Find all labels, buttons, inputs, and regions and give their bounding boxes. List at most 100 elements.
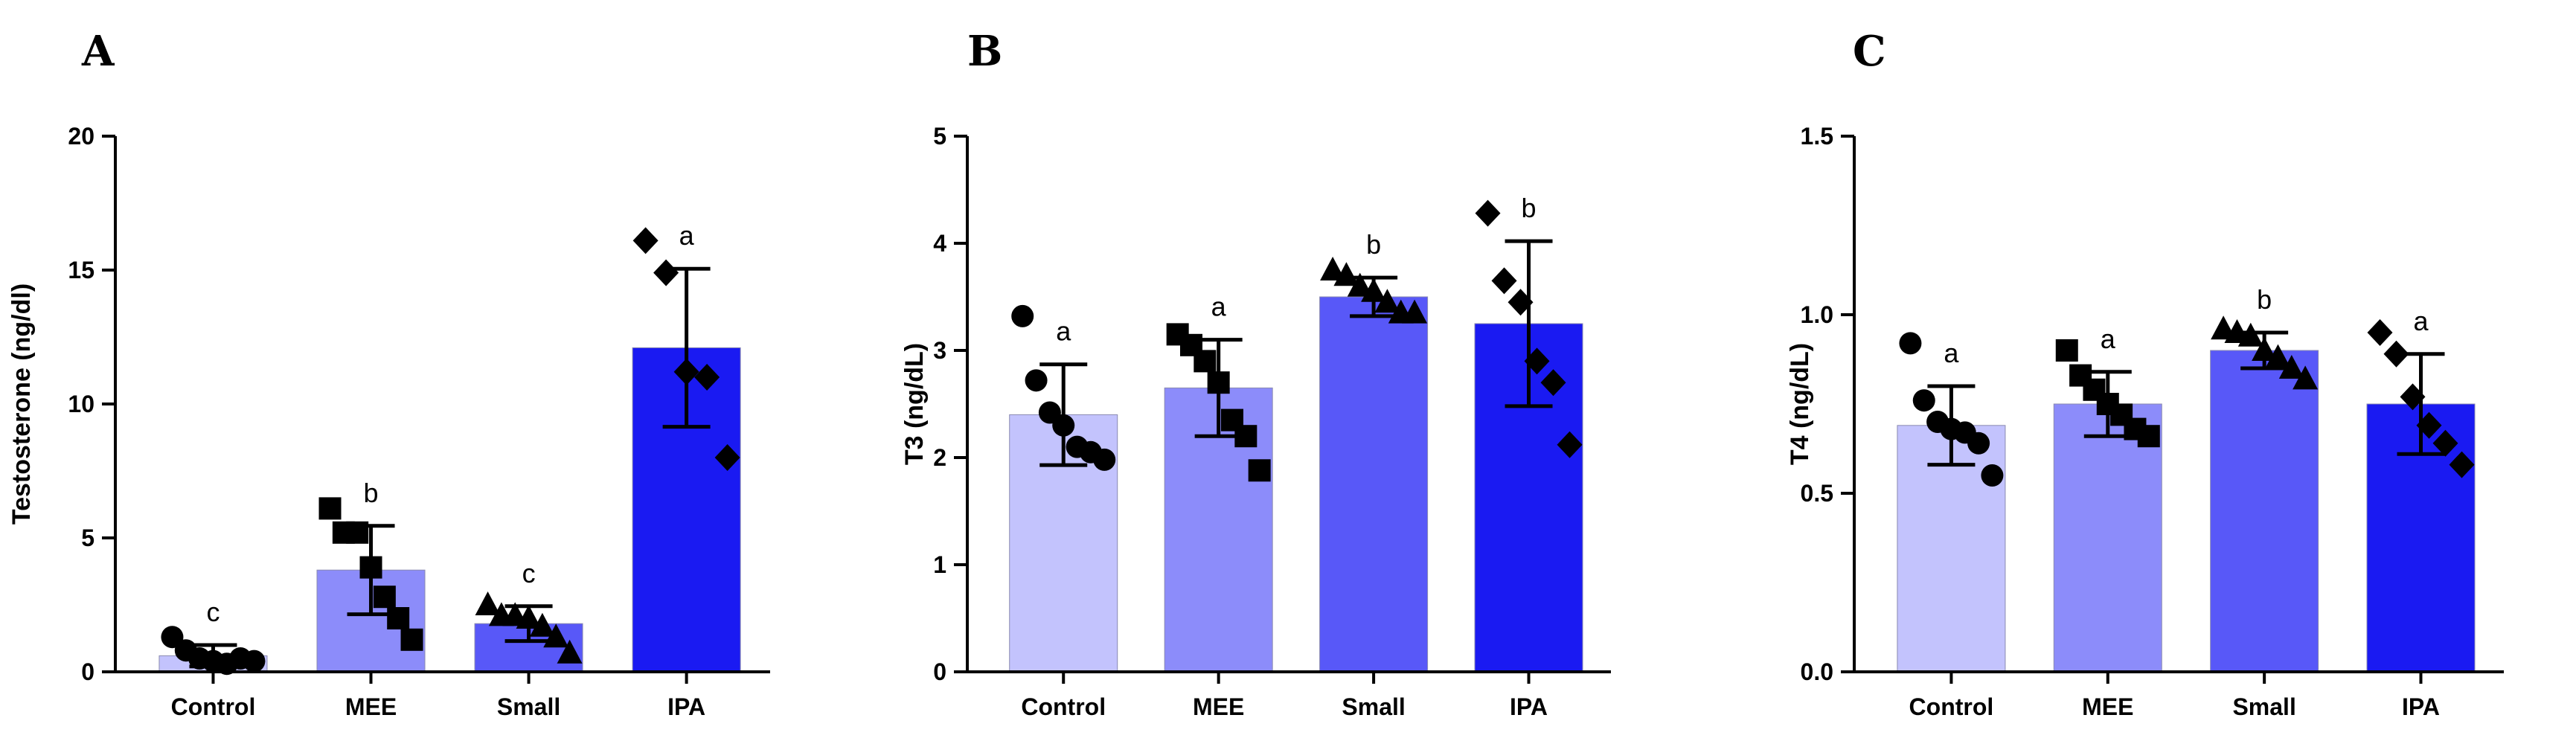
data-point-small — [475, 591, 501, 615]
y-tick-label: 1.5 — [1801, 123, 1833, 150]
data-point-ipa — [1557, 431, 1583, 458]
significance-label: a — [679, 220, 695, 251]
data-point-mee — [2055, 339, 2078, 362]
data-point-small — [1347, 272, 1373, 297]
panel-letter: A — [81, 27, 115, 76]
x-tick-label: MEE — [345, 693, 397, 720]
y-axis-title: Testosterone (ng/dl) — [7, 283, 36, 525]
y-tick-label: 0 — [81, 658, 94, 685]
x-tick-label: Small — [1342, 693, 1405, 720]
data-point-control — [1899, 332, 1922, 355]
data-point-mee — [318, 497, 342, 520]
data-point-ipa — [2367, 319, 2393, 346]
significance-label: c — [206, 597, 220, 627]
data-point-small — [529, 612, 555, 637]
data-point-mee — [400, 628, 423, 651]
bar-small — [1319, 296, 1429, 673]
data-point-control — [1093, 448, 1116, 471]
data-point-small — [1374, 289, 1400, 313]
data-point-ipa — [1540, 369, 1566, 397]
data-point-control — [243, 650, 266, 673]
x-tick-label: Control — [171, 693, 256, 720]
y-tick-label: 5 — [81, 525, 94, 551]
significance-label: b — [364, 478, 379, 508]
x-tick-label: Small — [497, 693, 560, 720]
significance-label: c — [522, 558, 536, 589]
data-point-mee — [1248, 459, 1271, 482]
data-point-small — [2293, 365, 2319, 390]
data-point-small — [2265, 344, 2291, 368]
error-bar-ipa — [1505, 239, 1553, 408]
significance-label: a — [1944, 338, 1959, 368]
data-point-control — [161, 626, 184, 649]
error-bar-mee — [2083, 370, 2132, 438]
significance-label: b — [1522, 193, 1537, 223]
x-tick-label: Control — [1909, 693, 1994, 720]
data-point-small — [1402, 299, 1428, 324]
y-tick-label: 0.0 — [1801, 658, 1833, 685]
data-point-small — [2237, 322, 2263, 347]
significance-label: b — [1366, 229, 1381, 260]
data-point-control — [1025, 369, 1048, 392]
error-bar-small — [1350, 275, 1398, 318]
x-tick-label: MEE — [2082, 693, 2133, 720]
y-tick-label: 15 — [68, 257, 94, 283]
data-point-ipa — [632, 227, 659, 254]
data-point-ipa — [714, 444, 740, 471]
x-tick-label: MEE — [1193, 693, 1244, 720]
data-point-ipa — [694, 364, 720, 391]
x-tick-label: Small — [2232, 693, 2295, 720]
y-tick-label: 10 — [68, 391, 94, 417]
data-point-small — [1320, 257, 1346, 280]
data-point-ipa — [2383, 340, 2409, 368]
error-bar-small — [504, 604, 553, 644]
data-point-ipa — [653, 259, 679, 286]
significance-label: a — [1056, 316, 1071, 347]
significance-label: a — [2413, 306, 2429, 336]
data-point-ipa — [2432, 429, 2458, 457]
bar-mee — [2053, 403, 2162, 673]
y-axis-title: T4 (ng/dL) — [1786, 343, 1814, 465]
error-bar-mee — [1194, 338, 1243, 438]
error-bar-control — [1927, 384, 1976, 467]
data-point-control — [1981, 464, 2004, 487]
data-point-mee — [387, 607, 410, 629]
panel-a: Ac b c a 0 5 10 15 20 Control MEE Small IPA Testoster… — [7, 27, 770, 720]
y-tick-label: 20 — [68, 123, 94, 150]
significance-label: a — [1211, 292, 1227, 322]
data-point-mee — [2137, 425, 2160, 448]
error-bar-control — [1039, 362, 1088, 467]
y-tick-label: 3 — [933, 337, 946, 364]
panel-letter: C — [1853, 27, 1886, 76]
data-point-mee — [1194, 350, 1217, 373]
panel-c: Ca a b a 0.0 0.5 1.0 1.5 Control MEE Small IPA T4 (n… — [1786, 27, 2504, 720]
data-point-ipa — [1491, 267, 1517, 295]
x-tick-label: IPA — [1510, 693, 1548, 720]
y-tick-label: 0.5 — [1801, 480, 1833, 507]
data-point-small — [557, 639, 583, 664]
y-tick-label: 2 — [933, 444, 946, 471]
significance-label: b — [2257, 284, 2272, 315]
y-axis-title: T3 (ng/dL) — [900, 343, 929, 465]
y-tick-label: 4 — [933, 230, 946, 257]
significance-label: a — [2101, 324, 2116, 354]
data-point-control — [1912, 389, 1935, 412]
y-tick-label: 1 — [933, 551, 946, 578]
error-bar-control — [189, 643, 237, 669]
data-point-ipa — [2449, 451, 2475, 478]
data-point-mee — [373, 586, 396, 609]
error-bar-ipa — [2397, 352, 2445, 456]
error-bar-ipa — [662, 266, 711, 429]
error-bar-mee — [347, 524, 395, 617]
panel-letter: B — [967, 27, 1002, 76]
data-point-control — [1967, 432, 1990, 455]
data-point-control — [1011, 304, 1034, 327]
x-tick-label: IPA — [2402, 693, 2440, 720]
bar-small — [2210, 350, 2319, 673]
y-tick-label: 5 — [933, 123, 946, 150]
data-point-small — [1333, 262, 1359, 286]
data-point-small — [2278, 355, 2304, 379]
x-tick-label: IPA — [667, 693, 705, 720]
x-tick-label: Control — [1021, 693, 1106, 720]
